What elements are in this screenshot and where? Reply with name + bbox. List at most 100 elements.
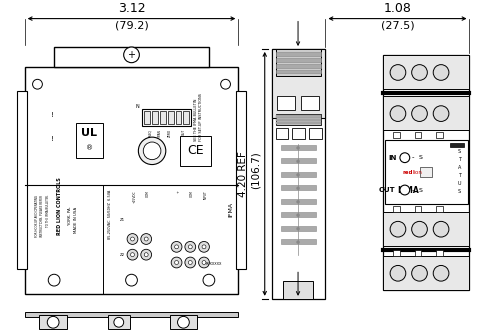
Text: IN: IN [389, 155, 397, 161]
Text: +15VDC: +15VDC [133, 190, 137, 203]
Circle shape [296, 160, 299, 163]
Text: INSTRUCTIONS, PLEASE REFER: INSTRUCTIONS, PLEASE REFER [40, 195, 44, 237]
Circle shape [433, 221, 449, 237]
Circle shape [139, 137, 166, 164]
Text: S: S [458, 189, 461, 194]
Circle shape [131, 253, 135, 257]
Bar [301, 96, 319, 110]
Bar [281, 158, 316, 163]
Bar [277, 52, 321, 56]
Bar [17, 91, 27, 269]
Circle shape [296, 187, 299, 190]
Text: SPAN: SPAN [158, 129, 162, 137]
Text: ZERO: ZERO [168, 129, 172, 137]
Circle shape [131, 237, 135, 241]
Bar [415, 206, 421, 212]
Text: FREQ: FREQ [148, 129, 152, 137]
Circle shape [433, 65, 449, 80]
Bar [436, 132, 443, 138]
Text: !: ! [51, 136, 53, 142]
Text: TO THE IFMA BULLETIN.: TO THE IFMA BULLETIN. [46, 195, 50, 227]
Text: COM: COM [146, 190, 150, 197]
Circle shape [123, 47, 139, 63]
Circle shape [144, 253, 148, 257]
Bar [39, 316, 67, 329]
Bar [415, 132, 421, 138]
Circle shape [188, 261, 192, 264]
Bar [152, 111, 158, 124]
Circle shape [390, 106, 406, 122]
Bar [436, 206, 443, 212]
Bar [383, 256, 469, 290]
Text: (27.5): (27.5) [381, 20, 414, 30]
Text: IFMA: IFMA [397, 186, 419, 195]
Bar [277, 64, 321, 68]
Text: IFMA: IFMA [228, 202, 233, 217]
Text: RLXXXXX: RLXXXXX [206, 262, 222, 266]
Circle shape [433, 106, 449, 122]
Circle shape [296, 241, 299, 244]
Circle shape [433, 265, 449, 281]
Text: 3.12: 3.12 [118, 2, 145, 15]
Bar [393, 132, 400, 138]
Circle shape [412, 65, 427, 80]
Bar [383, 55, 469, 89]
Text: OUT: OUT [379, 187, 395, 193]
Bar [108, 316, 130, 329]
Text: red: red [403, 170, 413, 175]
Circle shape [47, 316, 59, 328]
Text: COM: COM [191, 190, 194, 197]
Text: S: S [418, 188, 422, 193]
Bar [281, 239, 316, 244]
Bar [277, 119, 321, 121]
Text: S: S [458, 149, 461, 154]
Bar [25, 313, 238, 317]
Text: -: - [412, 155, 414, 161]
Bar [281, 199, 316, 204]
Circle shape [171, 257, 182, 268]
Bar [281, 185, 316, 190]
Circle shape [174, 261, 178, 264]
Circle shape [296, 214, 299, 217]
Circle shape [296, 174, 299, 176]
Text: CE: CE [187, 144, 204, 157]
Bar [436, 250, 443, 256]
Bar [283, 281, 313, 299]
Bar [142, 109, 191, 126]
Bar [393, 206, 400, 212]
Text: MADE IN USA: MADE IN USA [74, 207, 78, 233]
Text: RED LION CONTROLS: RED LION CONTROLS [56, 177, 61, 234]
Circle shape [177, 316, 190, 328]
Circle shape [185, 242, 196, 252]
Bar [281, 212, 316, 217]
Circle shape [390, 65, 406, 80]
Bar [281, 145, 316, 150]
Bar [272, 49, 326, 299]
Circle shape [33, 79, 42, 89]
Circle shape [141, 233, 152, 245]
Bar [385, 140, 468, 204]
Bar [383, 212, 469, 246]
Circle shape [296, 200, 299, 203]
Bar [179, 136, 211, 165]
Text: T: T [458, 173, 461, 178]
Circle shape [171, 242, 182, 252]
Bar [144, 111, 150, 124]
Text: !: ! [51, 112, 53, 118]
Text: ®: ® [86, 145, 93, 151]
Circle shape [390, 265, 406, 281]
Text: +: + [128, 50, 136, 60]
Bar [415, 250, 421, 256]
Bar [281, 226, 316, 231]
Text: +: + [176, 190, 180, 193]
Circle shape [412, 221, 427, 237]
Bar [277, 115, 321, 118]
Circle shape [400, 185, 410, 195]
Bar [54, 47, 209, 67]
Text: Z2: Z2 [120, 253, 125, 257]
Bar [277, 122, 321, 124]
Circle shape [185, 257, 196, 268]
Text: 85-250VAC  50/60HZ  6.5VA: 85-250VAC 50/60HZ 6.5VA [108, 190, 112, 239]
Bar [76, 123, 103, 158]
Circle shape [127, 233, 138, 245]
